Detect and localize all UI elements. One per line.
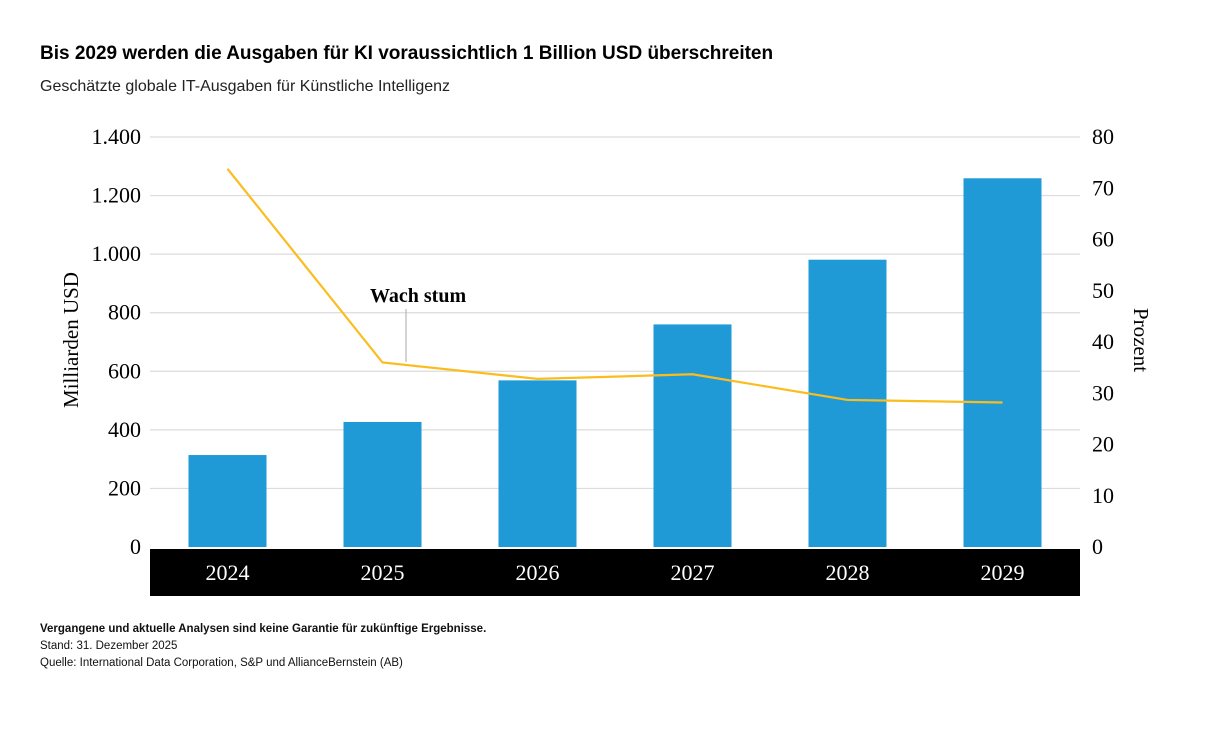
y2-tick-label: 60 xyxy=(1092,227,1114,252)
y-tick-label: 200 xyxy=(108,475,141,500)
x-tick-label: 2029 xyxy=(981,560,1025,585)
x-tick-label: 2026 xyxy=(516,560,560,585)
y-tick-label: 1.200 xyxy=(92,183,142,208)
y2-tick-label: 80 xyxy=(1092,124,1114,149)
chart-subtitle: Geschätzte globale IT-Ausgaben für Künst… xyxy=(40,78,451,95)
y2-tick-label: 30 xyxy=(1092,380,1114,405)
y2-tick-label: 0 xyxy=(1092,534,1103,559)
source-note: Quelle: International Data Corporation, … xyxy=(40,657,403,669)
y2-axis-label: Prozent xyxy=(1129,308,1153,372)
x-axis-band xyxy=(150,549,1080,596)
y2-tick-label: 50 xyxy=(1092,278,1114,303)
bar-2027 xyxy=(653,324,732,547)
y-tick-label: 400 xyxy=(108,417,141,442)
y2-tick-label: 20 xyxy=(1092,432,1114,457)
growth-line xyxy=(226,168,1003,404)
chart-title: Bis 2029 werden die Ausgaben für KI vora… xyxy=(40,43,774,64)
y-axis-label: Milliarden USD xyxy=(59,272,83,408)
bar-2029 xyxy=(963,178,1042,548)
x-tick-label: 2028 xyxy=(826,560,870,585)
y-tick-label: 1.400 xyxy=(92,124,142,149)
bar-2028 xyxy=(808,259,887,547)
line-annotation: Wach stum xyxy=(370,285,466,307)
y-tick-label: 800 xyxy=(108,300,141,325)
y-tick-label: 1.000 xyxy=(92,241,142,266)
y-tick-label: 600 xyxy=(108,358,141,383)
disclaimer: Vergangene und aktuelle Analysen sind ke… xyxy=(40,623,487,635)
date-note: Stand: 31. Dezember 2025 xyxy=(40,640,178,652)
x-tick-label: 2025 xyxy=(361,560,405,585)
bar-2024 xyxy=(188,455,267,547)
y2-tick-label: 40 xyxy=(1092,329,1114,354)
bar-2026 xyxy=(498,380,577,547)
x-tick-label: 2024 xyxy=(206,560,250,585)
y-tick-label: 0 xyxy=(130,534,141,559)
y2-tick-label: 70 xyxy=(1092,175,1114,200)
y2-tick-label: 10 xyxy=(1092,483,1114,508)
bar-2025 xyxy=(343,421,422,547)
x-tick-label: 2027 xyxy=(671,560,715,585)
